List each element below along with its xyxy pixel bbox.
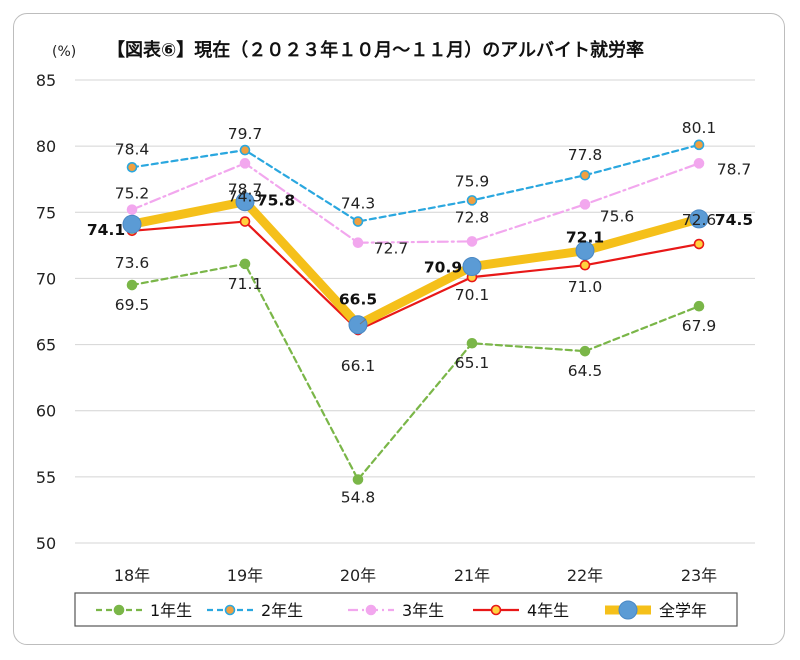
data-point: [466, 236, 478, 247]
data-label: 71.1: [228, 275, 263, 293]
data-point: [126, 204, 138, 215]
legend-label: 3年生: [402, 601, 444, 620]
data-label: 72.7: [374, 240, 409, 258]
data-point: [693, 300, 705, 312]
y-tick-label: 85: [36, 71, 56, 90]
legend-label: 1年生: [150, 601, 192, 620]
data-point: [466, 195, 478, 206]
x-tick-label: 18年: [114, 566, 150, 585]
y-tick-label: 75: [36, 203, 56, 222]
data-label: 75.6: [600, 207, 635, 225]
data-label: 74.1: [87, 221, 125, 239]
chart-title: 【図表⑥】現在（２０２３年１０月～１１月）のアルバイト就労率: [107, 39, 644, 61]
x-tick-label: 23年: [681, 566, 717, 585]
legend-swatch-marker: [113, 604, 125, 616]
data-point: [239, 216, 251, 227]
data-label: 78.4: [115, 140, 150, 158]
y-tick-label: 65: [36, 336, 56, 355]
legend-swatch-marker: [490, 604, 502, 616]
series-line-2: [130, 162, 701, 244]
data-point: [579, 259, 591, 271]
data-point: [348, 315, 368, 335]
data-label: 71.0: [568, 278, 603, 296]
data-label: 80.1: [682, 119, 717, 137]
data-point: [352, 237, 364, 249]
x-tick-label: 20年: [340, 566, 376, 585]
data-point: [579, 345, 591, 357]
legend-swatch-marker: [618, 600, 638, 620]
data-label: 64.5: [568, 362, 603, 380]
data-label: 66.1: [341, 357, 376, 375]
data-point: [693, 139, 705, 151]
legend-swatch-marker: [224, 604, 236, 616]
y-tick-label: 80: [36, 137, 56, 156]
legend-label: 4年生: [527, 601, 569, 620]
data-point: [352, 474, 364, 485]
data-label: 72.1: [566, 229, 604, 247]
label-leader-line: [359, 318, 367, 325]
data-point: [126, 162, 138, 173]
data-label: 78.7: [717, 160, 752, 178]
data-label: 78.7: [228, 180, 263, 198]
y-tick-label: 70: [36, 269, 56, 288]
series-line-0: [130, 262, 701, 481]
y-tick-label: 60: [36, 402, 56, 421]
data-label: 54.8: [341, 489, 376, 507]
data-label: 74.5: [715, 211, 753, 229]
data-label: 75.9: [455, 172, 490, 190]
data-point: [235, 192, 255, 212]
y-tick-label: 55: [36, 468, 56, 487]
series-line-4: [127, 197, 704, 330]
data-point: [693, 158, 705, 169]
x-tick-label: 22年: [567, 566, 603, 585]
data-point: [579, 199, 591, 210]
data-point: [239, 258, 251, 270]
data-label: 67.9: [682, 317, 717, 335]
data-label: 72.8: [455, 208, 490, 226]
data-point: [575, 241, 595, 261]
data-label: 73.6: [115, 254, 150, 272]
legend-label: 2年生: [261, 601, 303, 620]
data-point: [239, 144, 251, 156]
data-point: [126, 279, 138, 291]
data-label: 79.7: [228, 125, 263, 143]
data-label: 70.1: [455, 286, 490, 304]
data-point: [693, 238, 705, 250]
data-label: 66.5: [339, 291, 377, 309]
data-label: 65.1: [455, 354, 490, 372]
data-label: 77.8: [568, 146, 603, 164]
y-axis-unit: (%): [52, 44, 76, 60]
chart-frame: [13, 13, 785, 645]
data-label: 70.9: [424, 259, 462, 277]
data-label: 75.2: [115, 185, 150, 203]
data-label: 74.3: [341, 195, 376, 213]
data-point: [122, 214, 142, 234]
data-point: [466, 337, 478, 349]
series-line-1: [130, 143, 701, 223]
data-label: 74.3: [228, 188, 263, 206]
series-line-3: [130, 220, 701, 332]
legend-swatch-marker: [365, 604, 377, 616]
data-point: [579, 169, 591, 181]
data-point: [352, 216, 364, 227]
x-tick-label: 19年: [227, 566, 263, 585]
x-tick-label: 21年: [454, 566, 490, 585]
legend-label: 全学年: [659, 601, 707, 620]
y-tick-label: 50: [36, 534, 56, 553]
data-label: 72.6: [682, 211, 717, 229]
data-point: [689, 209, 709, 229]
data-point: [239, 158, 251, 169]
data-label: 69.5: [115, 296, 150, 314]
data-label: 75.8: [257, 192, 295, 210]
data-point: [462, 257, 482, 277]
